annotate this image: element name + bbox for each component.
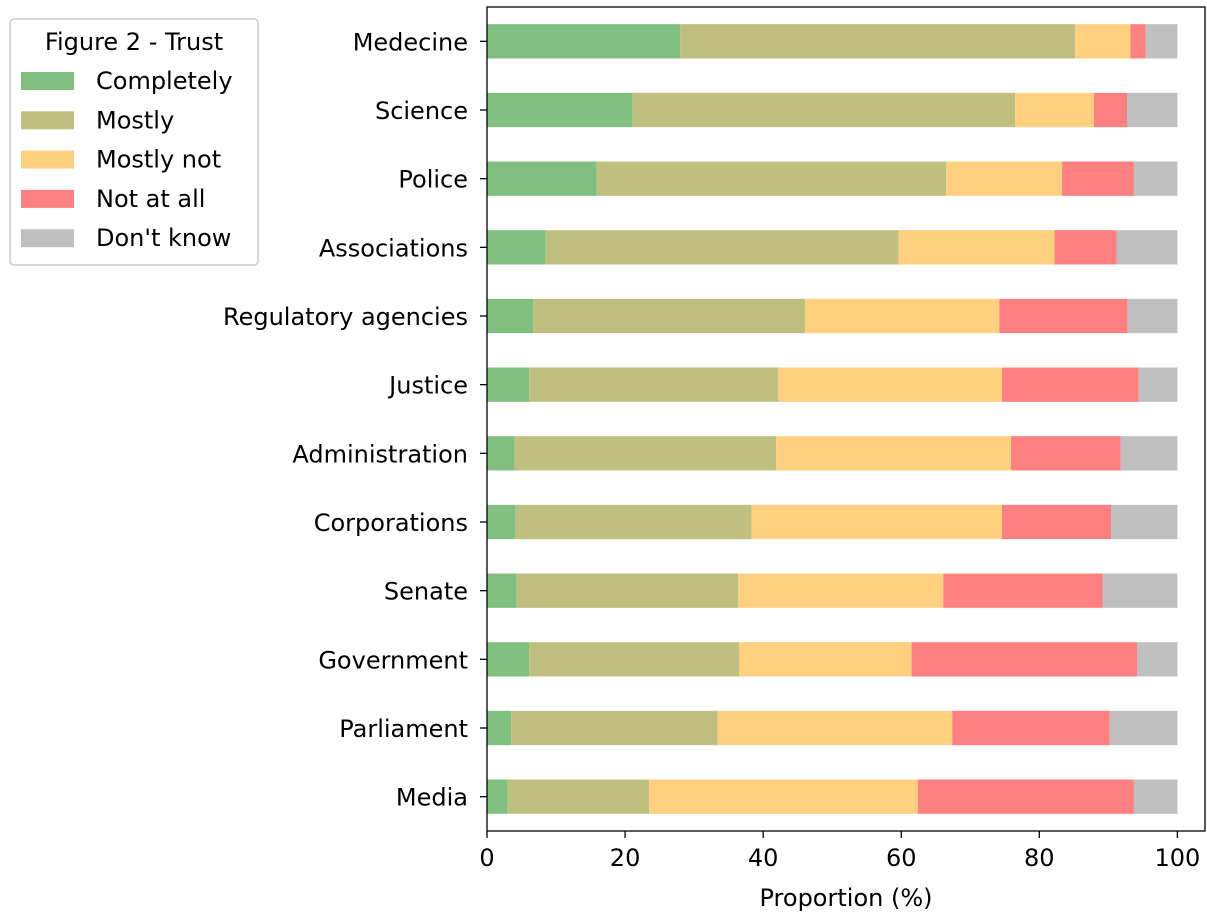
y-tick-label-justice: Justice — [387, 372, 468, 400]
y-tick-label-corporations: Corporations — [314, 509, 468, 537]
legend-items: Completely Mostly Mostly not Not at all Don'… — [21, 67, 233, 252]
bar-regulatory-agencies-don-t-know — [1127, 298, 1178, 334]
bar-administration-mostly — [514, 436, 777, 471]
bar-senate-completely — [487, 573, 517, 608]
bar-senate-don-t-know — [1102, 573, 1178, 608]
bars-group — [487, 24, 1178, 814]
bar-regulatory-agencies-not-at-all — [999, 298, 1128, 334]
y-tick-label-media: Media — [396, 784, 468, 812]
x-tick-label-60: 60 — [886, 844, 917, 872]
y-tick-label-medecine: Medecine — [353, 28, 468, 56]
bar-administration-completely — [487, 436, 515, 471]
bar-parliament-don-t-know — [1109, 710, 1178, 746]
legend-label-not-at-all: Not at all — [96, 185, 205, 213]
bar-associations-not-at-all — [1054, 230, 1117, 265]
bar-police-not-at-all — [1062, 161, 1134, 196]
legend-label-don-t-know: Don't know — [96, 224, 231, 252]
bar-associations-mostly-not — [898, 230, 1055, 265]
y-tick-label-police: Police — [398, 166, 468, 194]
x-tick-label-40: 40 — [748, 844, 779, 872]
legend-title: Figure 2 - Trust — [45, 28, 223, 56]
x-axis-title: Proportion (%) — [760, 884, 933, 912]
x-tick-label-80: 80 — [1024, 844, 1055, 872]
bar-media-completely — [487, 779, 508, 814]
legend-label-mostly: Mostly — [96, 106, 174, 134]
x-tick-label-0: 0 — [479, 844, 494, 872]
bar-justice-mostly — [529, 367, 779, 402]
bar-police-mostly — [596, 161, 947, 196]
bar-justice-not-at-all — [1002, 367, 1139, 402]
bar-corporations-mostly — [515, 504, 752, 540]
bar-regulatory-agencies-mostly — [533, 298, 806, 334]
x-tick-label-20: 20 — [610, 844, 641, 872]
bar-science-don-t-know — [1126, 92, 1178, 128]
bar-government-mostly-not — [738, 642, 912, 677]
bar-regulatory-agencies-mostly-not — [805, 298, 1000, 334]
bar-associations-mostly — [545, 230, 899, 265]
y-tick-label-administration: Administration — [292, 440, 468, 468]
bar-parliament-completely — [487, 710, 512, 746]
bar-medecine-completely — [487, 24, 681, 59]
bar-parliament-not-at-all — [952, 710, 1110, 746]
legend-swatch-not-at-all — [21, 189, 74, 208]
y-tick-label-parliament: Parliament — [339, 715, 468, 743]
legend: Figure 2 - Trust Completely Mostly Mostly … — [9, 18, 259, 266]
bar-regulatory-agencies-completely — [487, 298, 534, 334]
bar-medecine-mostly-not — [1075, 24, 1131, 59]
axes-group: Medecine Science Police Associations Regulat… — [223, 6, 1206, 872]
bar-science-mostly-not — [1015, 92, 1094, 128]
bar-police-don-t-know — [1133, 161, 1178, 196]
bar-police-completely — [487, 161, 597, 196]
bar-media-don-t-know — [1133, 779, 1178, 814]
legend-swatch-mostly — [21, 111, 74, 130]
bar-science-mostly — [632, 92, 1016, 128]
bar-corporations-not-at-all — [1002, 504, 1112, 540]
bar-medecine-don-t-know — [1145, 24, 1178, 59]
legend-label-mostly-not: Mostly not — [96, 146, 221, 174]
legend-swatch-don-t-know — [21, 229, 74, 248]
bar-justice-mostly-not — [778, 367, 1003, 402]
bar-parliament-mostly — [511, 710, 718, 746]
legend-swatch-mostly-not — [21, 150, 74, 169]
bar-media-mostly — [507, 779, 650, 814]
bar-justice-completely — [487, 367, 530, 402]
y-tick-label-associations: Associations — [319, 234, 468, 262]
bar-police-mostly-not — [946, 161, 1063, 196]
bar-administration-mostly-not — [776, 436, 1012, 471]
y-tick-label-regulatory-agencies: Regulatory agencies — [223, 303, 468, 331]
bar-senate-mostly-not — [738, 573, 944, 608]
plot-frame — [486, 6, 1206, 832]
bar-science-not-at-all — [1093, 92, 1127, 128]
bar-senate-not-at-all — [943, 573, 1103, 608]
bar-medecine-mostly — [680, 24, 1076, 59]
bar-government-not-at-all — [911, 642, 1138, 677]
bar-parliament-mostly-not — [717, 710, 953, 746]
legend-swatch-completely — [21, 72, 74, 90]
legend-label-completely: Completely — [96, 67, 233, 95]
bar-senate-mostly — [516, 573, 739, 608]
x-tick-label-100: 100 — [1154, 844, 1200, 872]
bar-justice-don-t-know — [1138, 367, 1178, 402]
bar-government-completely — [487, 642, 530, 677]
bar-administration-not-at-all — [1011, 436, 1121, 471]
bar-science-completely — [487, 92, 633, 128]
bar-corporations-mostly-not — [751, 504, 1003, 540]
y-tick-label-science: Science — [375, 97, 468, 125]
bar-associations-don-t-know — [1116, 230, 1178, 265]
bar-associations-completely — [487, 230, 546, 265]
bar-government-mostly — [529, 642, 739, 677]
bar-media-mostly-not — [649, 779, 918, 814]
y-tick-label-government: Government — [318, 646, 468, 674]
bar-government-don-t-know — [1137, 642, 1178, 677]
bar-medecine-not-at-all — [1130, 24, 1146, 59]
bar-corporations-completely — [487, 504, 516, 540]
bar-media-not-at-all — [917, 779, 1134, 814]
bar-corporations-don-t-know — [1111, 504, 1178, 540]
bar-administration-don-t-know — [1120, 436, 1178, 471]
y-tick-label-senate: Senate — [384, 578, 468, 606]
